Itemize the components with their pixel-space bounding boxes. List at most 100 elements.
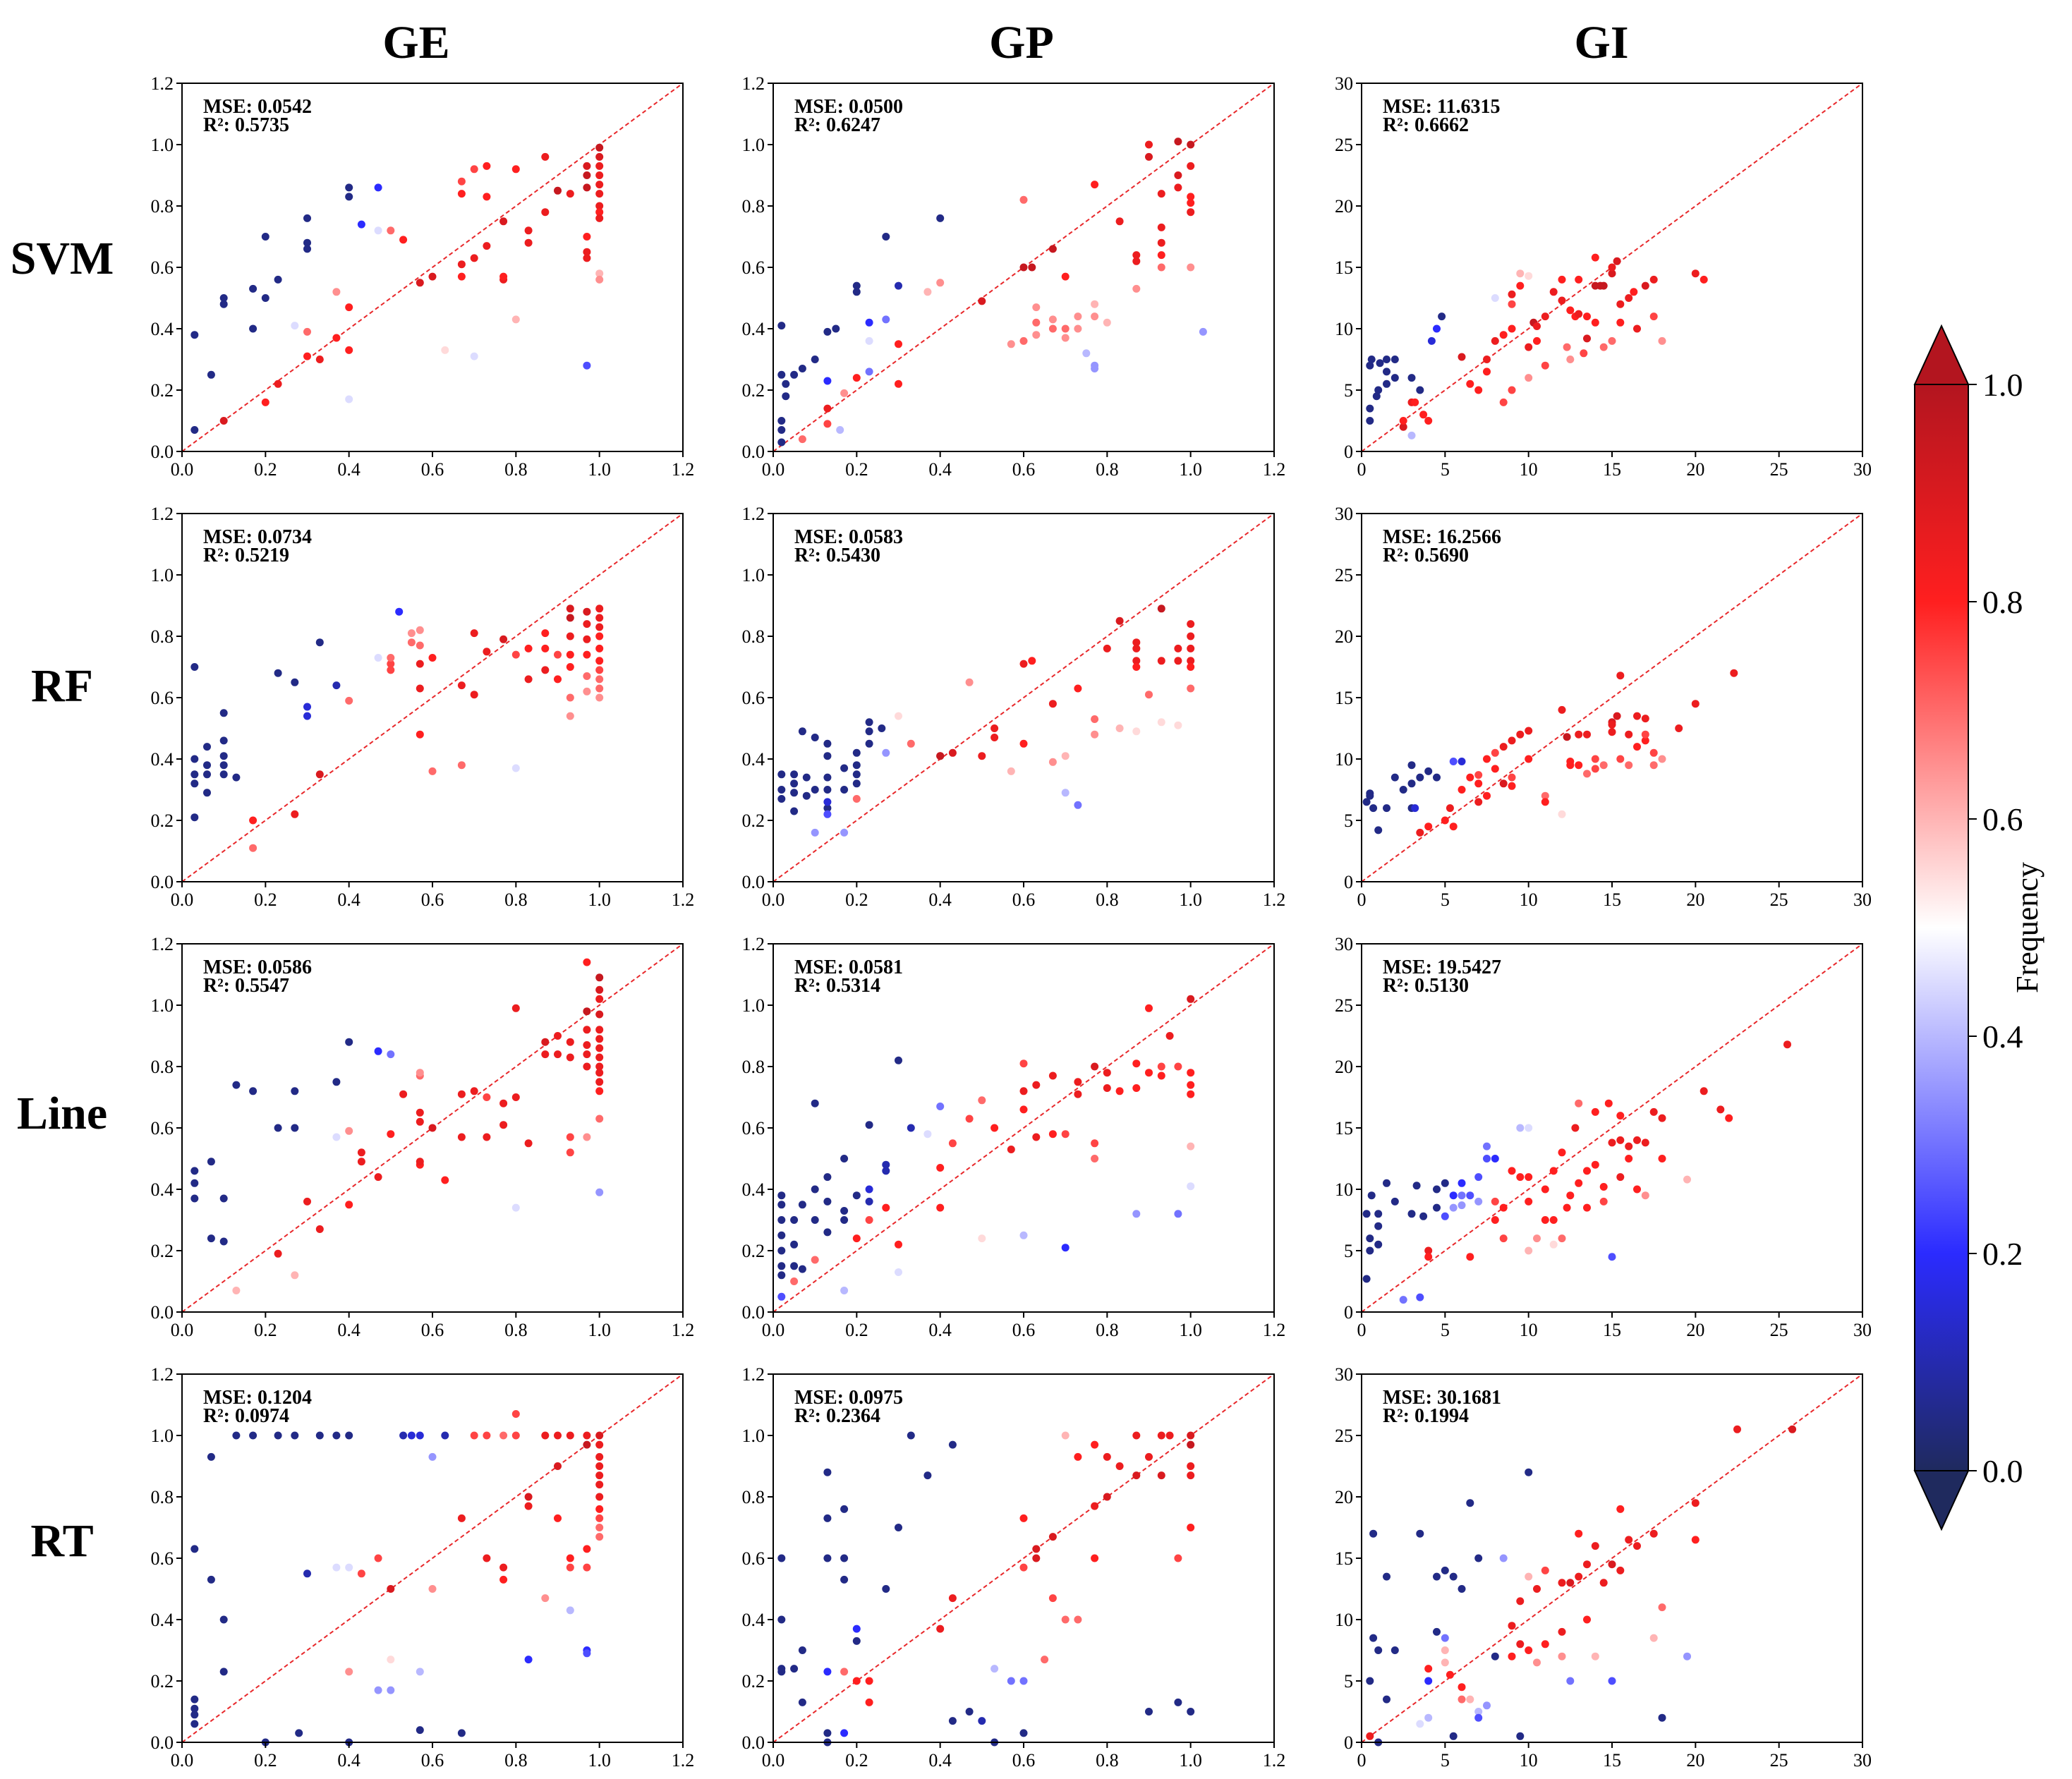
scatter-point <box>895 1240 902 1249</box>
scatter-point <box>1533 1658 1541 1667</box>
scatter-point <box>865 718 873 727</box>
scatter-point <box>882 748 890 757</box>
scatter-point <box>823 1668 832 1676</box>
scatter-point <box>387 1686 395 1694</box>
scatter-point <box>1091 181 1099 189</box>
scatter-point <box>1516 730 1525 739</box>
scatter-point <box>1558 1148 1566 1157</box>
scatter-point <box>219 736 228 745</box>
scatter-point <box>965 1708 974 1716</box>
scatter-point <box>457 1151 466 1160</box>
scatter-point <box>811 828 819 837</box>
scatter-point <box>1367 356 1376 363</box>
y-tick-label: 0.0 <box>742 1732 765 1753</box>
scatter-point <box>1369 1634 1378 1642</box>
scatter-point <box>1399 786 1407 794</box>
scatter-point <box>978 752 986 760</box>
scatter-point <box>1115 617 1124 625</box>
scatter-point <box>1516 1124 1525 1132</box>
scatter-point <box>790 779 799 788</box>
x-tick-label: 0.6 <box>1012 1320 1036 1340</box>
scatter-point <box>291 1271 299 1280</box>
scatter-point <box>777 795 786 803</box>
scatter-point <box>483 1431 491 1440</box>
scatter-point <box>1533 1585 1541 1593</box>
scatter-point <box>790 770 799 779</box>
y-tick-label: 5 <box>1344 380 1353 401</box>
scatter-point <box>499 1099 508 1107</box>
scatter-point <box>1091 1440 1099 1449</box>
scatter-point <box>1563 343 1571 351</box>
scatter-point <box>1032 1554 1041 1562</box>
scatter-point <box>823 404 832 413</box>
scatter-point <box>511 1093 520 1101</box>
scatter-point <box>203 770 211 779</box>
scatter-point <box>865 336 873 345</box>
scatter-point <box>823 1729 832 1737</box>
scatter-point <box>865 1121 873 1129</box>
y-tick-label: 0.0 <box>742 442 765 462</box>
scatter-point <box>1541 1566 1549 1574</box>
scatter-point <box>554 1462 562 1470</box>
scatter-point <box>948 748 957 757</box>
scatter-point <box>583 171 591 179</box>
scatter-point <box>1174 1554 1182 1562</box>
y-tick-label: 1.2 <box>151 1364 174 1385</box>
scatter-point <box>990 724 999 732</box>
scatter-point <box>798 727 806 736</box>
scatter-point <box>1483 755 1491 763</box>
scatter-point <box>583 650 591 659</box>
scatter-point <box>1091 1139 1099 1148</box>
scatter-point <box>1115 724 1124 732</box>
scatter-point <box>595 214 604 222</box>
scatter-point <box>1649 312 1658 321</box>
scatter-point <box>1583 1167 1591 1175</box>
scatter-point <box>554 675 562 684</box>
scatter-point <box>399 236 408 244</box>
scatter-point <box>595 1493 604 1501</box>
scatter-point <box>428 1452 437 1461</box>
scatter-point <box>357 1158 365 1166</box>
scatter-point <box>511 315 520 324</box>
x-tick-label: 0.0 <box>762 1750 785 1771</box>
scatter-point <box>483 1554 491 1562</box>
scatter-point <box>190 1545 199 1553</box>
scatter-point <box>777 1615 786 1624</box>
scatter-point <box>1474 798 1483 806</box>
scatter-point <box>1474 386 1483 394</box>
scatter-point <box>249 816 258 825</box>
scatter-point <box>416 660 424 668</box>
scatter-point <box>1366 404 1374 413</box>
scatter-point <box>840 1575 849 1584</box>
x-tick-label: 10 <box>1520 459 1538 480</box>
scatter-point <box>865 727 873 736</box>
x-tick-label: 0.0 <box>171 1750 194 1771</box>
scatter-point <box>1007 767 1015 775</box>
scatter-point <box>219 417 228 425</box>
scatter-point <box>1383 1572 1391 1581</box>
scatter-point <box>777 1292 786 1301</box>
scatter-point <box>1157 251 1165 260</box>
scatter-point <box>790 807 799 815</box>
scatter-point <box>1458 758 1466 765</box>
scatter-point <box>1366 417 1374 425</box>
scatter-point <box>470 352 478 360</box>
x-tick-label: 0.4 <box>337 1320 361 1340</box>
r2-label: R²: 0.5690 <box>1383 545 1469 566</box>
scatter-point <box>1383 1695 1391 1704</box>
scatter-point <box>1366 1732 1374 1740</box>
scatter-point <box>790 1665 799 1673</box>
scatter-point <box>1433 1185 1441 1194</box>
scatter-point <box>1583 312 1591 321</box>
scatter-point <box>1048 315 1057 324</box>
scatter-point <box>595 275 604 284</box>
scatter-point <box>595 1524 604 1531</box>
scatter-point <box>303 703 311 711</box>
scatter-point <box>1374 1222 1383 1230</box>
scatter-point <box>595 152 604 161</box>
scatter-point <box>261 233 269 241</box>
y-tick-label: 25 <box>1335 1426 1353 1446</box>
scatter-point <box>1508 290 1516 298</box>
scatter-point <box>524 238 533 247</box>
scatter-point <box>499 1575 508 1584</box>
